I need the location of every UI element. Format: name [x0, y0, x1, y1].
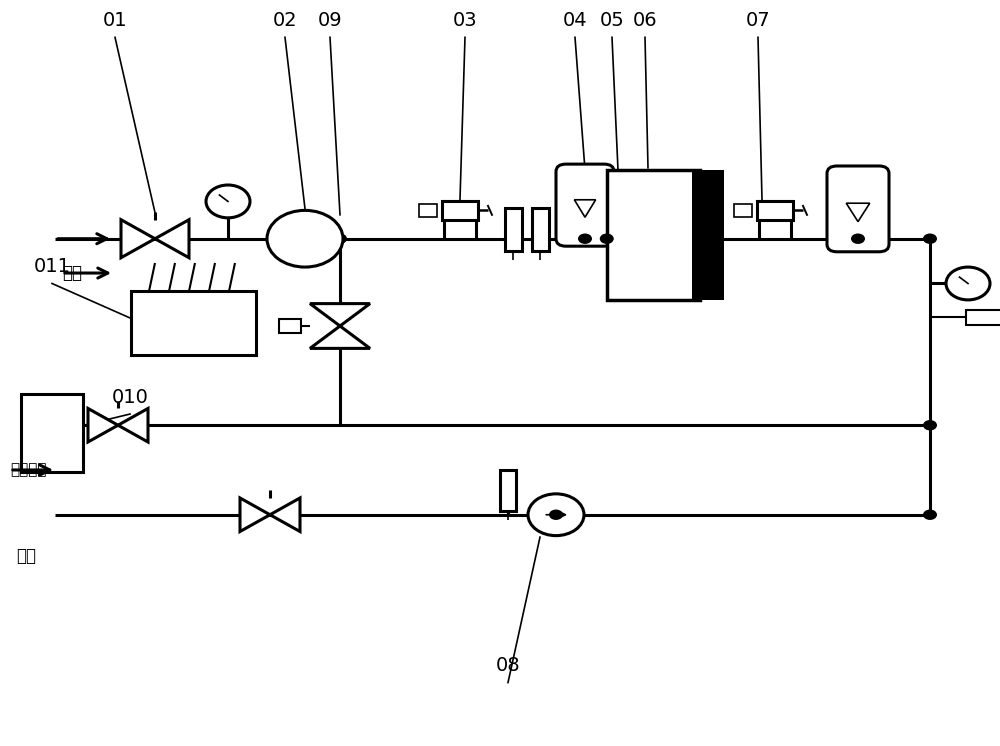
Bar: [442, 201, 478, 220]
Polygon shape: [270, 498, 300, 531]
Text: 07: 07: [746, 11, 770, 30]
Polygon shape: [155, 219, 189, 257]
FancyBboxPatch shape: [827, 166, 889, 251]
Bar: [279, 319, 301, 333]
Polygon shape: [121, 219, 155, 257]
Text: 出口: 出口: [16, 547, 36, 565]
Text: 入口: 入口: [62, 264, 82, 282]
Text: 08: 08: [496, 656, 520, 675]
Circle shape: [923, 420, 937, 430]
Circle shape: [578, 233, 592, 244]
Circle shape: [549, 510, 563, 520]
Polygon shape: [88, 409, 118, 442]
Text: 02: 02: [273, 11, 297, 30]
Circle shape: [600, 233, 614, 244]
FancyBboxPatch shape: [556, 164, 614, 246]
Bar: [692, 170, 724, 300]
Text: 04: 04: [563, 11, 587, 30]
Bar: [21, 394, 83, 472]
Polygon shape: [574, 200, 596, 217]
Circle shape: [206, 185, 250, 218]
Bar: [966, 310, 1000, 325]
Circle shape: [267, 210, 343, 267]
Text: 09: 09: [318, 11, 342, 30]
Polygon shape: [310, 304, 370, 326]
Bar: [500, 470, 516, 511]
Bar: [734, 204, 752, 217]
Polygon shape: [240, 498, 270, 531]
Circle shape: [851, 233, 865, 244]
Text: 05: 05: [600, 11, 624, 30]
Bar: [532, 208, 549, 251]
Circle shape: [333, 233, 347, 244]
Text: 01: 01: [103, 11, 127, 30]
Polygon shape: [846, 203, 870, 222]
Text: 010: 010: [112, 388, 148, 407]
Text: 011: 011: [34, 257, 70, 276]
Bar: [505, 208, 522, 251]
Polygon shape: [118, 409, 148, 442]
Circle shape: [946, 267, 990, 300]
Text: 预冷出口: 预冷出口: [10, 463, 46, 477]
Circle shape: [923, 233, 937, 244]
Bar: [419, 204, 437, 217]
Bar: [757, 201, 793, 220]
Bar: [607, 170, 700, 300]
Text: 06: 06: [633, 11, 657, 30]
Circle shape: [528, 494, 584, 536]
Polygon shape: [310, 326, 370, 348]
Text: 03: 03: [453, 11, 477, 30]
Bar: [130, 292, 256, 355]
Circle shape: [923, 510, 937, 520]
